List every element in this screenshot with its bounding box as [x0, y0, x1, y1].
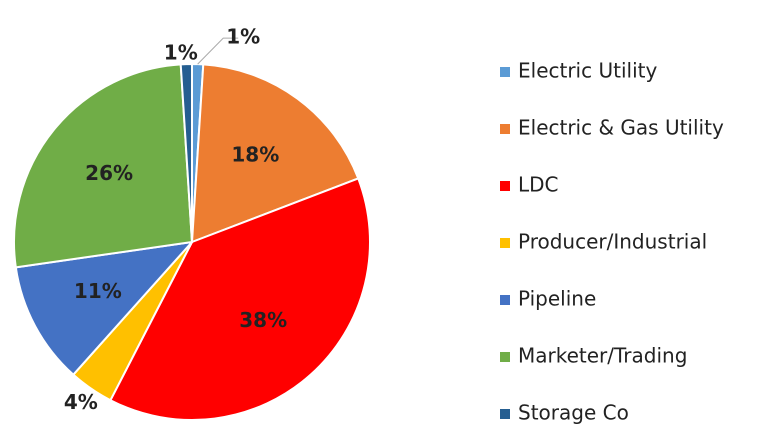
- legend-swatch: [500, 352, 510, 362]
- legend-label: Producer/Industrial: [518, 230, 707, 254]
- pie-slice: [14, 240, 195, 377]
- legend-swatch: [500, 409, 510, 419]
- data-label: 38%: [239, 308, 287, 332]
- pie-slice: [13, 63, 194, 269]
- legend-swatch: [500, 67, 510, 77]
- pie-slice: [179, 62, 193, 243]
- legend-swatch: [500, 295, 510, 305]
- legend-label: Electric & Gas Utility: [518, 116, 724, 140]
- legend-label: LDC: [518, 173, 559, 197]
- pie-slice: [190, 63, 360, 244]
- legend-swatch: [500, 124, 510, 134]
- pie-slice: [109, 177, 371, 421]
- data-label: 11%: [74, 279, 122, 303]
- legend-label: Pipeline: [518, 287, 596, 311]
- data-label: 4%: [64, 390, 98, 414]
- data-label: 1%: [226, 25, 260, 49]
- legend-label: Storage Co: [518, 401, 629, 425]
- leader-line: [197, 37, 239, 65]
- legend-label: Marketer/Trading: [518, 344, 687, 368]
- data-label: 26%: [85, 161, 133, 185]
- legend-swatch: [500, 238, 510, 248]
- legend-label: Electric Utility: [518, 59, 657, 83]
- data-label: 1%: [164, 41, 198, 65]
- legend-swatch: [500, 181, 510, 191]
- data-label: 18%: [231, 142, 279, 166]
